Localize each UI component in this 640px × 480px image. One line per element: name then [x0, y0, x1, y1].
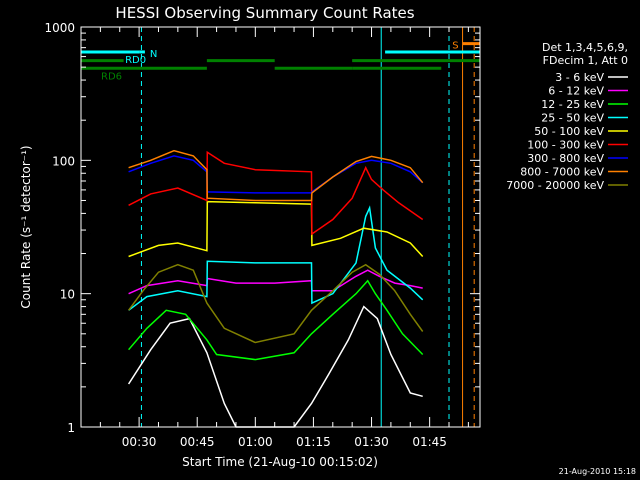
series-line-2: [128, 279, 424, 361]
footer-date: 21-Aug-2010 15:18: [559, 467, 636, 476]
legend-label-0: 3 - 6 keV: [555, 71, 604, 84]
series-lines: [127, 149, 424, 428]
legend: Det 1,3,4,5,6,9,FDecim 1, Att 0 3 - 6 keV…: [506, 41, 628, 192]
y-axis-ticks: 1 10 100 1000: [44, 21, 480, 435]
legend-label-2: 12 - 25 keV: [541, 98, 604, 111]
chart-title: HESSI Observing Summary Count Rates: [115, 4, 414, 22]
x-axis-label: Start Time (21-Aug-10 00:15:02): [182, 455, 378, 469]
y-tick-label-10: 10: [60, 288, 75, 302]
legend-label-5: 100 - 300 keV: [527, 139, 604, 152]
x-axis-ticks: 00:30 00:45 01:00 01:15 01:30 01:45: [80, 27, 469, 449]
legend-label-1: 6 - 12 keV: [548, 85, 604, 98]
x-tick-label-0045: 00:45: [180, 435, 215, 449]
spacecraft-flag-bars: RD0 N RD6 S: [81, 41, 480, 82]
legend-header-0: Det 1,3,4,5,6,9,: [542, 41, 628, 54]
x-tick-label-0115: 01:15: [296, 435, 331, 449]
series-line-5: [128, 150, 424, 236]
series-line-7: [128, 149, 424, 202]
legend-label-3: 25 - 50 keV: [541, 112, 604, 125]
x-tick-label-0030: 00:30: [122, 435, 157, 449]
flag-label-rd0: RD0: [125, 55, 146, 66]
x-tick-label-0145: 01:45: [412, 435, 447, 449]
y-tick-label-1000: 1000: [44, 21, 75, 35]
plot-frame: [80, 26, 481, 428]
legend-label-6: 300 - 800 keV: [527, 152, 604, 165]
y-axis-label: Count Rate (s⁻¹ detector⁻¹): [19, 145, 33, 308]
x-tick-label-0130: 01:30: [354, 435, 389, 449]
flag-label-s: S: [452, 41, 458, 52]
y-tick-label-1: 1: [67, 421, 75, 435]
y-tick-label-100: 100: [52, 154, 75, 168]
legend-header-1: FDecim 1, Att 0: [543, 54, 628, 67]
legend-label-7: 800 - 7000 keV: [520, 166, 604, 179]
legend-label-8: 7000 - 20000 keV: [506, 179, 604, 192]
x-tick-label-0100: 01:00: [238, 435, 273, 449]
series-line-8: [127, 263, 424, 344]
flag-label-rd6: RD6: [101, 71, 122, 82]
flag-label-n: N: [150, 49, 157, 60]
legend-label-4: 50 - 100 keV: [534, 125, 604, 138]
series-line-3: [128, 205, 424, 311]
